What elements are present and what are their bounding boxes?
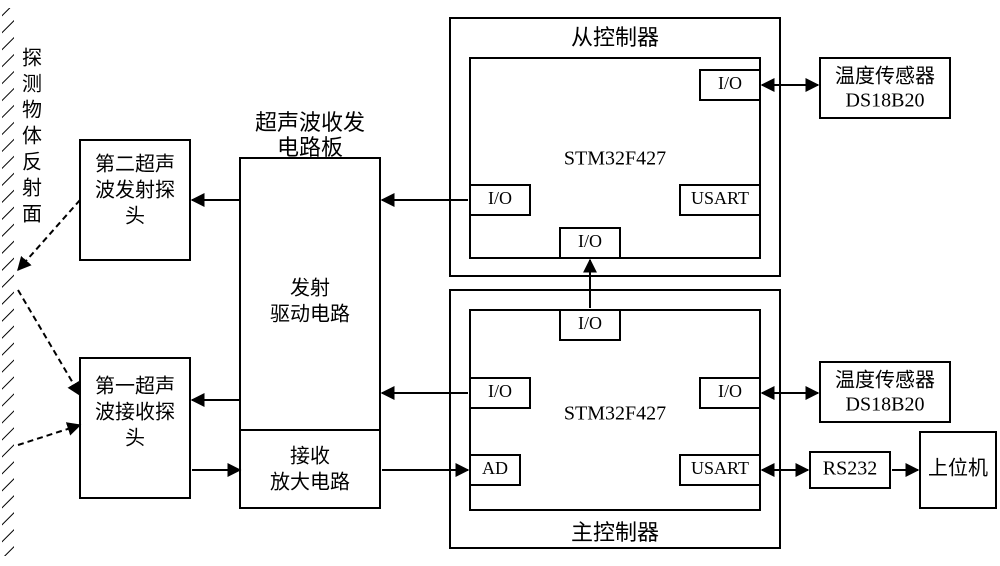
svg-text:I/O: I/O: [718, 73, 742, 93]
svg-text:波发射探: 波发射探: [95, 179, 175, 202]
svg-text:头: 头: [125, 427, 145, 450]
slave-temp-l2: DS18B20: [846, 90, 925, 112]
slave-temp-l1: 温度传感器: [835, 65, 935, 88]
svg-text:射: 射: [22, 177, 42, 200]
svg-text:I/O: I/O: [718, 381, 742, 401]
surface-label: 探 测 物 体 反 射 面: [22, 47, 42, 226]
surface-to-rx1-b: [18, 425, 80, 445]
svg-text:驱动电路: 驱动电路: [270, 303, 350, 326]
svg-text:AD: AD: [482, 458, 508, 478]
svg-text:I/O: I/O: [488, 381, 512, 401]
rs232-label: RS232: [823, 458, 877, 480]
svg-text:I/O: I/O: [578, 231, 602, 251]
svg-text:体: 体: [22, 125, 42, 148]
svg-text:第二超声: 第二超声: [95, 153, 175, 176]
svg-text:波接收探: 波接收探: [95, 401, 175, 424]
master-temp-l1: 温度传感器: [835, 369, 935, 392]
svg-text:探: 探: [22, 47, 42, 70]
master-temp-l2: DS18B20: [846, 394, 925, 416]
slave-title: 从控制器: [571, 25, 659, 50]
surface-to-rx1-a: [18, 290, 80, 395]
svg-text:测: 测: [22, 73, 42, 96]
svg-text:USART: USART: [691, 188, 749, 208]
svg-text:USART: USART: [691, 458, 749, 478]
reflection-surface: [2, 8, 14, 556]
svg-text:I/O: I/O: [578, 313, 602, 333]
trx-board-title-2: 电路板: [277, 135, 343, 160]
svg-text:第一超声: 第一超声: [95, 375, 175, 398]
svg-text:反: 反: [22, 151, 42, 174]
trx-board-title-1: 超声波收发: [255, 110, 365, 135]
master-title: 主控制器: [571, 520, 659, 545]
master-mcu-label: STM32F427: [564, 403, 666, 425]
svg-text:I/O: I/O: [488, 188, 512, 208]
svg-text:放大电路: 放大电路: [270, 471, 350, 494]
svg-text:发射: 发射: [290, 277, 330, 300]
svg-text:接收: 接收: [290, 445, 330, 468]
slave-mcu-label: STM32F427: [564, 148, 666, 170]
svg-text:头: 头: [125, 205, 145, 228]
host-label: 上位机: [928, 457, 988, 480]
svg-text:物: 物: [22, 99, 42, 122]
svg-text:面: 面: [22, 204, 42, 226]
